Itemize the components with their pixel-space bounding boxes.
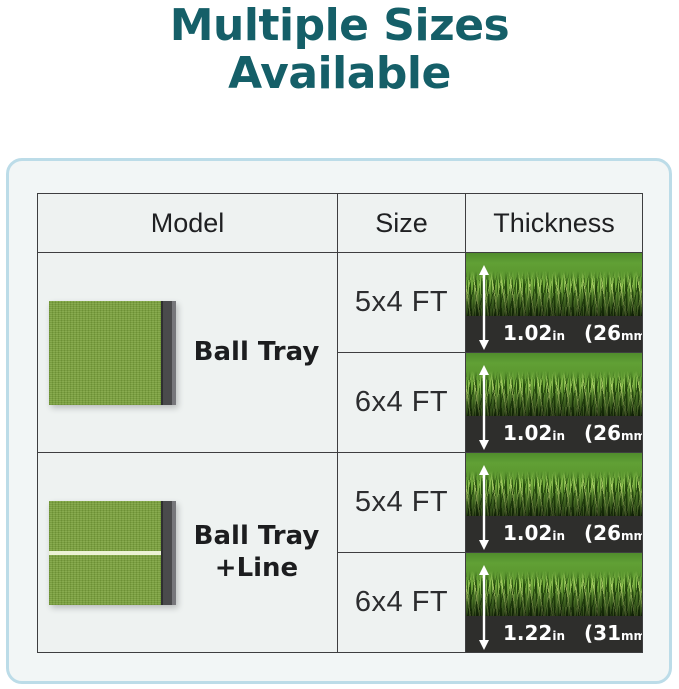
thickness-inches-unit: in bbox=[552, 329, 566, 343]
title-line-2: Available bbox=[228, 48, 451, 100]
thickness-mm: (26 bbox=[584, 321, 621, 345]
sizes-card: Model Size Thickness Ball Tray 5x4 FT bbox=[6, 158, 672, 684]
thickness-mm-unit: mm bbox=[621, 529, 642, 543]
mat-ball-tray bbox=[161, 500, 176, 605]
mat-ball-tray bbox=[161, 300, 176, 405]
ball-tray-line-mat-image bbox=[49, 500, 176, 605]
model-name-line-1: Ball Tray bbox=[193, 336, 320, 367]
thickness-inches-unit: in bbox=[552, 429, 566, 443]
rubber-base: 1.02 in (26 mm ) bbox=[466, 316, 642, 352]
column-header-model: Model bbox=[38, 194, 337, 252]
rubber-base: 1.02 in (26 mm ) bbox=[466, 416, 642, 452]
thickness-mm: (31 bbox=[584, 621, 621, 645]
model-name-line-2: +Line bbox=[214, 552, 299, 583]
thickness-inches-unit: in bbox=[552, 629, 566, 643]
mat-turf bbox=[49, 300, 161, 405]
thickness-arrow-icon bbox=[479, 365, 489, 450]
size-cell: 5x4 FT bbox=[338, 453, 465, 552]
size-cell: 6x4 FT bbox=[338, 553, 465, 652]
size-cell: 5x4 FT bbox=[338, 253, 465, 352]
thickness-cell: 1.22 in (31 mm ) bbox=[466, 553, 642, 652]
sizes-table: Model Size Thickness Ball Tray 5x4 FT bbox=[37, 193, 643, 653]
model-name-ball-tray-line: Ball Tray +Line bbox=[176, 521, 337, 583]
model-cell-ball-tray-line: Ball Tray +Line bbox=[38, 453, 337, 652]
column-header-thickness: Thickness bbox=[466, 194, 642, 252]
title-line-1: Multiple Sizes bbox=[169, 0, 510, 51]
thickness-mm-unit: mm bbox=[621, 329, 642, 343]
column-header-size: Size bbox=[338, 194, 465, 252]
thickness-inches: 1.02 bbox=[503, 521, 553, 545]
thickness-arrow-icon bbox=[479, 265, 489, 350]
thickness-inches: 1.02 bbox=[503, 421, 553, 445]
thickness-inches-unit: in bbox=[552, 529, 566, 543]
thickness-cell: 1.02 in (26 mm ) bbox=[466, 353, 642, 452]
size-cell: 6x4 FT bbox=[338, 353, 465, 452]
turf-photo bbox=[466, 453, 642, 516]
thickness-arrow-icon bbox=[479, 565, 489, 650]
rubber-base: 1.02 in (26 mm ) bbox=[466, 516, 642, 552]
thickness-cell: 1.02 in (26 mm ) bbox=[466, 253, 642, 352]
thickness-arrow-icon bbox=[479, 465, 489, 550]
model-name-ball-tray: Ball Tray bbox=[176, 337, 337, 368]
ball-tray-mat-image bbox=[49, 300, 176, 405]
model-name-line-1: Ball Tray bbox=[193, 521, 320, 552]
page-title: Multiple Sizes Available bbox=[0, 0, 679, 100]
turf-photo bbox=[466, 253, 642, 316]
turf-photo bbox=[466, 553, 642, 616]
thickness-cell: 1.02 in (26 mm ) bbox=[466, 453, 642, 552]
turf-photo bbox=[466, 353, 642, 416]
rubber-base: 1.22 in (31 mm ) bbox=[466, 616, 642, 652]
thickness-mm: (26 bbox=[584, 421, 621, 445]
thickness-mm-unit: mm bbox=[621, 429, 642, 443]
thickness-mm: (26 bbox=[584, 521, 621, 545]
mat-alignment-line bbox=[49, 550, 161, 555]
model-cell-ball-tray: Ball Tray bbox=[38, 253, 337, 452]
thickness-inches: 1.02 bbox=[503, 321, 553, 345]
thickness-inches: 1.22 bbox=[503, 621, 553, 645]
thickness-mm-unit: mm bbox=[621, 629, 642, 643]
